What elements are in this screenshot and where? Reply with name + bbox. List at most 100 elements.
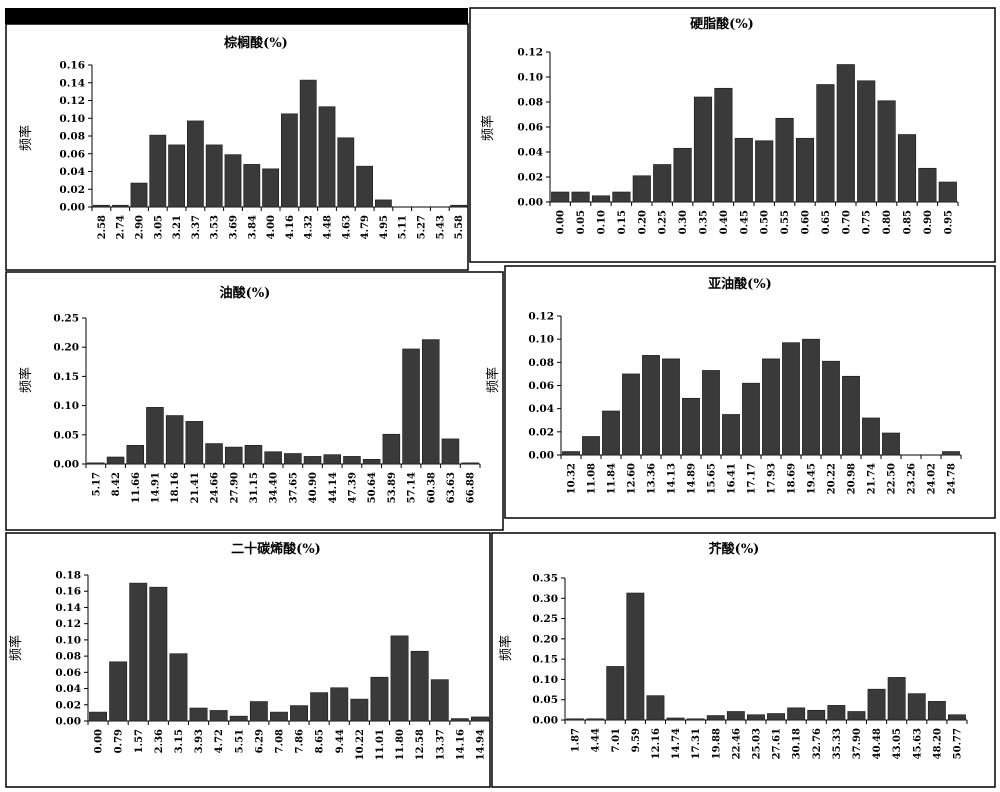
x-tick-label: 12.58 <box>415 729 426 760</box>
chart-4: 亚油酸(%) 频率 0.00 0.02 0.04 0.06 0.08 0.10 0.12 10.3… <box>485 276 962 494</box>
bar <box>775 117 794 203</box>
x-tick-label: 13.37 <box>435 729 446 760</box>
y-tick-label: 0.12 <box>55 618 81 630</box>
y-tick-label: 0.04 <box>517 147 543 159</box>
x-tick-label: 63.63 <box>446 472 457 503</box>
y-axis-label: 频率 <box>485 367 501 393</box>
frame-panel-2 <box>469 7 996 263</box>
y-tick-label: 0.00 <box>532 715 558 727</box>
x-tick-label: 11.80 <box>395 729 406 760</box>
x-tick-label: 2.58 <box>97 215 108 239</box>
y-tick-label: 0.25 <box>53 313 79 325</box>
bar <box>857 80 876 203</box>
bar <box>836 64 855 203</box>
bar <box>551 191 570 203</box>
x-tick-label: 11.01 <box>375 729 386 760</box>
bar <box>802 338 820 456</box>
y-tick-label: 0.06 <box>59 148 85 160</box>
bar <box>686 718 705 721</box>
x-tick-label: 2.74 <box>116 215 127 239</box>
y-tick-label: 0.02 <box>528 426 554 438</box>
bar <box>948 714 966 721</box>
bar <box>662 358 680 456</box>
bar <box>602 410 620 456</box>
y-tick-label: 0.05 <box>53 429 79 441</box>
x-tick-label: 0.80 <box>882 210 893 234</box>
bar <box>822 360 840 456</box>
bar <box>682 397 700 456</box>
y-tick-label: 0.02 <box>517 172 543 184</box>
x-tick-label: 47.39 <box>347 472 358 503</box>
y-tick-label: 0.12 <box>528 311 554 323</box>
x-tick-label: 17.31 <box>691 728 702 759</box>
x-tick-label: 44.14 <box>328 472 339 503</box>
x-tick-label: 5.11 <box>398 215 409 239</box>
bar <box>169 653 188 722</box>
y-tick-label: 0.18 <box>55 570 81 582</box>
bar <box>586 718 605 721</box>
bar <box>264 451 282 465</box>
x-tick-label: 8.42 <box>111 472 122 496</box>
x-tick-label: 48.20 <box>932 728 943 759</box>
bar <box>330 687 349 722</box>
x-tick-label: 5.43 <box>435 215 446 239</box>
x-tick-label: 21.41 <box>190 472 201 503</box>
x-tick-label: 9.44 <box>335 729 346 753</box>
y-tick-label: 0.04 <box>59 166 85 178</box>
bar <box>767 713 785 721</box>
y-tick-label: 0.15 <box>532 654 558 666</box>
x-tick-label: 35.33 <box>832 728 843 759</box>
x-tick-label: 0.00 <box>556 210 567 234</box>
bar <box>646 695 665 721</box>
bar <box>642 355 660 456</box>
x-tick-label: 0.70 <box>841 210 852 234</box>
chart-title: 棕榈酸(%) <box>223 35 288 51</box>
x-tick-label: 3.53 <box>210 215 221 239</box>
y-tick-label: 0.08 <box>528 357 554 369</box>
x-tick-label: 3.05 <box>153 215 164 239</box>
y-tick-label: 0.04 <box>528 403 554 415</box>
x-tick-label: 0.45 <box>739 210 750 234</box>
frame-panel-4 <box>504 265 996 519</box>
x-tick-label: 21.74 <box>867 463 878 494</box>
chart-title: 芥酸(%) <box>709 541 760 557</box>
x-tick-label: 4.00 <box>266 215 277 239</box>
bar <box>622 373 640 456</box>
y-axis-label: 频率 <box>480 115 496 141</box>
y-tick-label: 0.12 <box>517 47 543 59</box>
bar <box>111 204 129 208</box>
bar <box>299 79 317 208</box>
x-tick-label: 27.61 <box>772 728 783 759</box>
frame-panel-3 <box>5 271 504 531</box>
bar <box>318 106 336 208</box>
bar <box>185 421 204 465</box>
x-tick-label: 11.84 <box>607 463 618 494</box>
bar <box>606 666 625 721</box>
bar <box>747 714 765 721</box>
y-tick-label: 0.14 <box>59 77 85 89</box>
bar <box>450 718 469 722</box>
bar <box>706 715 725 721</box>
y-tick-label: 0.20 <box>53 342 79 354</box>
bar <box>149 586 168 722</box>
x-tick-label: 22.46 <box>731 728 742 759</box>
y-tick-label: 0.00 <box>517 197 543 209</box>
bar <box>89 711 107 722</box>
x-tick-label: 19.45 <box>807 463 818 494</box>
x-tick-label: 24.66 <box>210 472 221 503</box>
y-tick-label: 0.08 <box>55 651 81 663</box>
bar <box>782 342 800 456</box>
bar <box>702 370 720 456</box>
bar <box>722 414 740 456</box>
bar <box>205 443 223 465</box>
bar <box>243 164 261 208</box>
bar <box>450 204 467 208</box>
x-tick-label: 13.36 <box>647 463 658 494</box>
bar <box>666 717 685 721</box>
bar <box>146 407 164 465</box>
x-tick-label: 15.65 <box>707 463 718 494</box>
x-tick-label: 12.60 <box>627 463 638 494</box>
bar <box>847 711 866 721</box>
x-tick-label: 17.93 <box>767 463 778 494</box>
x-tick-label: 18.69 <box>787 463 798 494</box>
